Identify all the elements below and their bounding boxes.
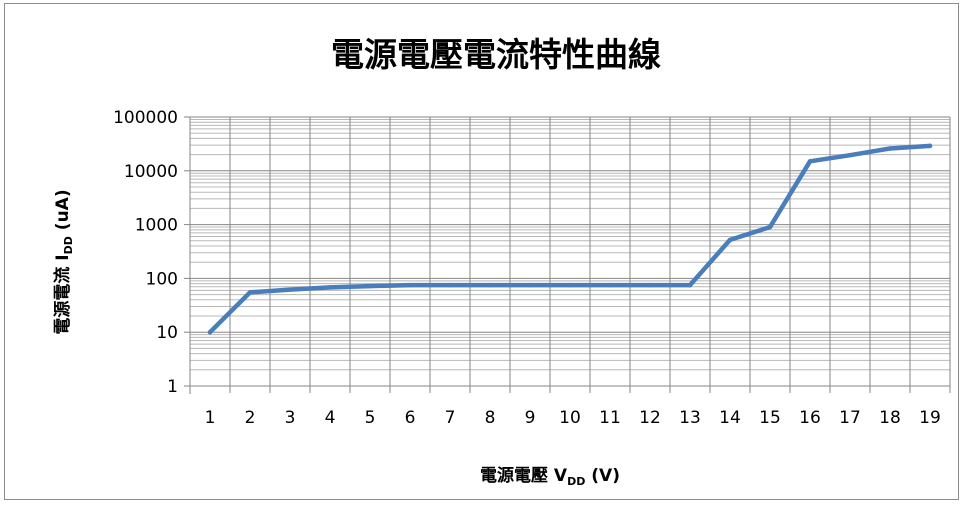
data-point bbox=[487, 282, 493, 288]
data-point bbox=[287, 287, 293, 292]
data-point bbox=[767, 224, 773, 230]
x-axis-label: 電源電壓 VDD (V) bbox=[480, 465, 620, 488]
series-group bbox=[207, 143, 933, 335]
data-point bbox=[367, 283, 373, 289]
data-point bbox=[927, 143, 933, 149]
x-tick-label: 1 bbox=[205, 408, 216, 428]
x-tick-label: 8 bbox=[485, 408, 496, 428]
x-tick-label: 18 bbox=[879, 408, 901, 428]
data-point bbox=[567, 282, 573, 288]
x-tick-label: 13 bbox=[679, 408, 701, 428]
x-tick-label: 11 bbox=[599, 408, 621, 428]
data-point bbox=[247, 290, 253, 295]
chart-frame bbox=[4, 3, 959, 500]
series-line bbox=[207, 143, 933, 335]
x-axis-label-suffix: (V) bbox=[585, 466, 620, 486]
x-tick-label: 14 bbox=[719, 408, 741, 428]
x-tick-label: 12 bbox=[639, 408, 661, 428]
x-axis-label-sub: DD bbox=[567, 475, 585, 488]
y-axis-label-suffix: (uA) bbox=[53, 189, 73, 236]
x-tick-label: 7 bbox=[445, 408, 456, 428]
x-tick-label: 4 bbox=[325, 408, 336, 428]
data-point bbox=[447, 282, 453, 288]
data-point bbox=[687, 282, 693, 288]
axes bbox=[184, 116, 951, 394]
x-tick-label: 17 bbox=[839, 408, 861, 428]
data-point bbox=[807, 159, 813, 164]
x-tick-label: 3 bbox=[285, 408, 296, 428]
y-axis-label-main: 電源電流 I bbox=[52, 254, 73, 334]
x-tick-label: 9 bbox=[525, 408, 536, 428]
x-tick-label: 2 bbox=[245, 408, 256, 428]
y-axis-label-sub: DD bbox=[62, 236, 75, 254]
data-point bbox=[847, 152, 853, 158]
data-point bbox=[647, 282, 653, 288]
y-tick-label: 100 bbox=[146, 269, 178, 289]
chart-title: 電源電壓電流特性曲線 bbox=[331, 35, 661, 74]
data-point bbox=[607, 282, 613, 288]
y-tick-labels: 1 10 100 1000 10000 100000 bbox=[113, 108, 178, 397]
x-tick-label: 10 bbox=[559, 408, 581, 428]
data-point bbox=[207, 329, 213, 335]
x-tick-label: 5 bbox=[365, 408, 376, 428]
x-tick-label: 6 bbox=[405, 408, 416, 428]
y-tick-label: 10 bbox=[156, 323, 178, 343]
grid-lines bbox=[189, 116, 951, 387]
data-point bbox=[327, 285, 333, 290]
y-tick-label: 1 bbox=[167, 377, 178, 397]
x-tick-label: 19 bbox=[919, 408, 941, 428]
x-tick-labels: 1 2 3 4 5 6 7 8 9 10 11 12 13 14 15 16 17 18 19 bbox=[205, 408, 941, 428]
y-tick-label: 1000 bbox=[135, 216, 178, 236]
y-axis-label: 電源電流 IDD (uA) bbox=[52, 189, 75, 334]
data-point bbox=[727, 237, 733, 243]
x-tick-label: 16 bbox=[799, 408, 821, 428]
x-tick-label: 15 bbox=[759, 408, 781, 428]
data-point bbox=[887, 146, 893, 151]
y-tick-label: 10000 bbox=[124, 162, 178, 182]
x-axis-label-main: 電源電壓 V bbox=[480, 465, 568, 486]
y-tick-label: 100000 bbox=[113, 108, 178, 128]
data-point bbox=[527, 282, 533, 288]
data-point bbox=[407, 282, 413, 288]
